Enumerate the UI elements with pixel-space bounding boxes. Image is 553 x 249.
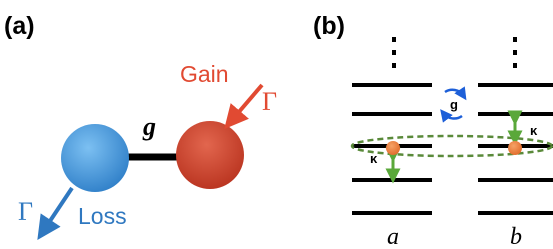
gain-rate: Γ bbox=[262, 87, 277, 116]
ellipsis bbox=[392, 37, 517, 68]
decay-label: κ bbox=[530, 123, 538, 138]
loss-label: Loss bbox=[78, 203, 127, 229]
coupling-label: g bbox=[450, 97, 458, 112]
coupling-arrow bbox=[445, 90, 463, 95]
coupling-label: g bbox=[142, 112, 156, 141]
panel-label: (a) bbox=[4, 12, 35, 40]
gain-site bbox=[176, 121, 244, 189]
mode-a bbox=[386, 141, 400, 155]
gain-arrow bbox=[232, 85, 262, 120]
panel-a: (a) g Gain Γ Γ Loss bbox=[4, 12, 277, 230]
loss-rate: Γ bbox=[18, 197, 33, 226]
mode-label: a bbox=[387, 224, 399, 249]
mode-label: b bbox=[510, 224, 522, 249]
decay-label: κ bbox=[370, 151, 378, 166]
mode-b bbox=[508, 141, 522, 155]
figure: (a) g Gain Γ Γ Loss (b) g bbox=[0, 0, 553, 249]
coupling-arrow bbox=[444, 114, 462, 119]
loss-arrow bbox=[44, 188, 72, 230]
panel-label: (b) bbox=[313, 12, 345, 40]
loss-site bbox=[61, 124, 129, 192]
panel-b: (b) g κ κ a b bbox=[313, 12, 553, 249]
gain-label: Gain bbox=[180, 61, 229, 87]
